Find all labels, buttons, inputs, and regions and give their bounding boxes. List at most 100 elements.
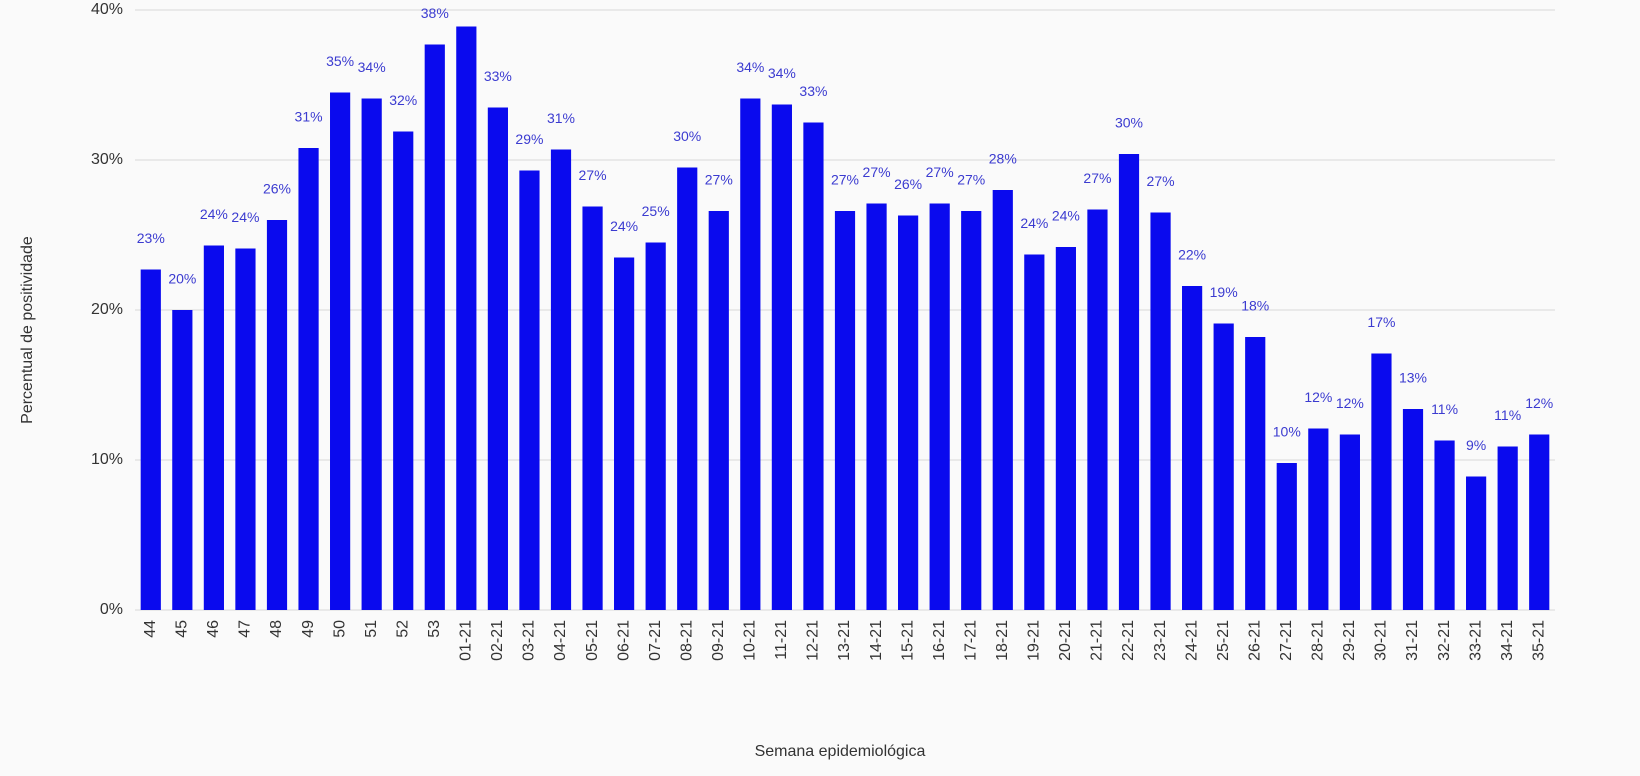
bar — [1118, 154, 1140, 610]
value-label: 33% — [484, 68, 512, 84]
value-label: 19% — [1210, 284, 1238, 300]
value-label: 22% — [1178, 247, 1206, 263]
x-tick-label: 20-21 — [1057, 620, 1074, 661]
value-label: 27% — [831, 172, 859, 188]
x-tick-label: 22-21 — [1120, 620, 1137, 661]
bar — [140, 269, 161, 610]
value-label: 17% — [1367, 314, 1395, 330]
x-tick-label: 52 — [394, 620, 411, 638]
value-label: 27% — [1083, 170, 1111, 186]
value-label: 31% — [295, 109, 323, 125]
bar — [519, 170, 540, 610]
value-label: 27% — [579, 167, 607, 183]
value-label: 27% — [1147, 173, 1175, 189]
bar — [740, 98, 761, 610]
bar — [614, 257, 635, 610]
x-tick-label: 16-21 — [931, 620, 948, 661]
bar — [677, 167, 698, 610]
bar — [834, 211, 856, 610]
x-tick-label: 01-21 — [458, 620, 475, 661]
x-tick-label: 06-21 — [615, 620, 632, 661]
x-axis-label: Semana epidemiológica — [755, 743, 926, 760]
x-tick-label: 03-21 — [521, 620, 538, 661]
bar — [866, 203, 887, 610]
x-tick-label: 14-21 — [868, 620, 885, 661]
value-label: 24% — [231, 209, 259, 225]
bar — [1182, 286, 1203, 610]
value-label: 39% — [452, 0, 480, 3]
x-tick-label: 19-21 — [1026, 620, 1043, 661]
x-tick-label: 21-21 — [1089, 620, 1106, 661]
x-tick-label: 04-21 — [552, 620, 569, 661]
y-tick-label: 20% — [91, 301, 123, 318]
x-tick-label: 13-21 — [836, 620, 853, 661]
bar — [393, 131, 414, 610]
value-label: 24% — [610, 218, 638, 234]
bar — [1402, 409, 1424, 610]
x-tick-label: 23-21 — [1152, 620, 1169, 661]
value-label: 35% — [326, 53, 354, 69]
bar — [645, 242, 666, 610]
x-tick-label: 49 — [300, 620, 317, 638]
value-label: 24% — [1020, 215, 1048, 231]
bar — [929, 203, 950, 610]
value-label: 12% — [1525, 395, 1553, 411]
y-axis-label: Percentual de positividade — [19, 236, 36, 424]
value-label: 26% — [894, 176, 922, 192]
value-label: 32% — [389, 92, 417, 108]
bar — [456, 26, 477, 610]
bar — [487, 107, 508, 610]
bar — [1529, 434, 1550, 610]
bar — [1497, 446, 1518, 610]
value-label: 25% — [642, 203, 670, 219]
x-tick-label: 48 — [268, 620, 285, 638]
y-tick-label: 10% — [91, 451, 123, 468]
bar — [1434, 440, 1455, 610]
bar — [708, 211, 729, 610]
x-tick-label: 24-21 — [1183, 620, 1200, 661]
value-label: 9% — [1466, 437, 1486, 453]
value-label: 12% — [1304, 389, 1332, 405]
x-tick-label: 02-21 — [489, 620, 506, 661]
value-label: 34% — [358, 59, 386, 75]
x-tick-label: 46 — [205, 620, 222, 638]
x-tick-label: 29-21 — [1341, 620, 1358, 661]
x-tick-label: 07-21 — [647, 620, 664, 661]
bar — [1308, 428, 1329, 610]
bar — [1466, 476, 1487, 610]
bar — [1339, 434, 1360, 610]
y-tick-label: 40% — [91, 1, 123, 18]
value-label: 29% — [515, 131, 543, 147]
y-tick-label: 30% — [91, 151, 123, 168]
bar — [582, 206, 603, 610]
value-label: 12% — [1336, 395, 1364, 411]
x-tick-label: 30-21 — [1373, 620, 1390, 661]
value-label: 30% — [673, 128, 701, 144]
value-label: 24% — [1052, 208, 1080, 224]
x-tick-label: 35-21 — [1530, 620, 1547, 661]
x-tick-label: 25-21 — [1215, 620, 1232, 661]
value-label: 27% — [705, 172, 733, 188]
value-label: 11% — [1431, 401, 1458, 417]
x-tick-label: 26-21 — [1246, 620, 1263, 661]
y-tick-label: 0% — [100, 601, 123, 618]
x-tick-label: 12-21 — [805, 620, 822, 661]
bar — [1276, 463, 1297, 610]
value-label: 27% — [926, 164, 954, 180]
x-tick-label: 10-21 — [742, 620, 759, 661]
x-tick-label: 15-21 — [899, 620, 916, 661]
x-tick-label: 33-21 — [1467, 620, 1484, 661]
value-label: 34% — [736, 59, 764, 75]
x-tick-label: 11-21 — [773, 620, 790, 660]
bar — [1055, 247, 1076, 610]
x-tick-label: 47 — [237, 620, 254, 638]
bar — [961, 211, 982, 610]
value-label: 23% — [137, 230, 165, 246]
bar — [1371, 353, 1392, 610]
x-tick-label: 44 — [142, 620, 159, 638]
bar — [1245, 337, 1266, 610]
bar — [550, 149, 572, 610]
bar — [771, 104, 792, 610]
value-label: 27% — [863, 164, 891, 180]
